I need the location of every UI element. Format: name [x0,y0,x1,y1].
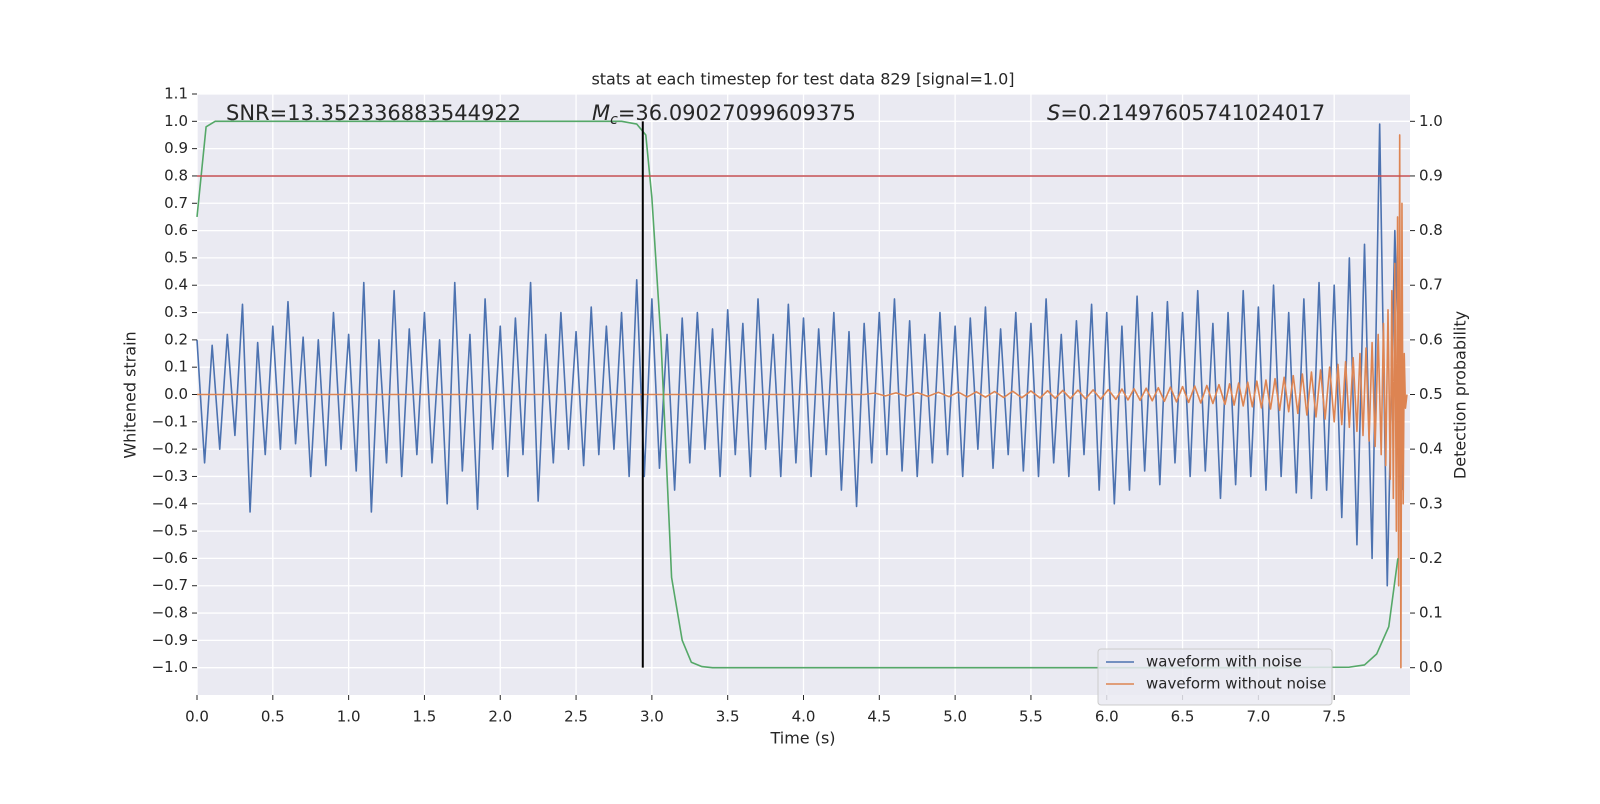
x-tick-label: 4.5 [867,708,891,726]
y-tick-label: −0.7 [152,576,188,594]
y-tick-label: 0.6 [164,221,188,239]
annotation-symbol: M [592,101,610,125]
annotation-text: =0.21497605741024017 [1060,101,1325,125]
y2-tick-label: 0.7 [1419,276,1443,294]
annotation-subscript: c [610,112,618,128]
legend-label: waveform without noise [1146,675,1326,693]
y-tick-label: −0.4 [152,494,188,512]
annotation: SNR=13.352336883544922 [226,101,521,125]
y2-tick-label: 0.1 [1419,604,1443,622]
y-tick-label: 0.8 [164,166,188,184]
annotation-text: =36.09027099609375 [618,101,856,125]
annotation: S=0.21497605741024017 [1047,101,1325,125]
x-tick-label: 0.0 [185,708,209,726]
y-tick-label: 0.3 [164,303,188,321]
x-tick-label: 7.0 [1246,708,1270,726]
y2-tick-label: 0.8 [1419,221,1443,239]
series-line [196,123,1404,587]
x-tick-label: 5.0 [943,708,967,726]
y2-tick-label: 0.0 [1419,658,1443,676]
legend-box [1097,648,1333,706]
x-tick-label: 5.5 [1019,708,1043,726]
y-tick-label: 0.2 [164,330,188,348]
x-tick-label: 6.0 [1095,708,1119,726]
y-tick-label: −0.5 [152,522,188,540]
annotation-symbol: S [1047,101,1060,125]
y2-tick-label: 1.0 [1419,112,1443,130]
y-tick-label: 0.9 [164,139,188,157]
y-tick-label: 1.0 [164,112,188,130]
y-tick-label: −1.0 [152,658,188,676]
x-tick-label: 7.5 [1322,708,1346,726]
y2-tick-label: 0.2 [1419,549,1443,567]
y-tick-label: −0.9 [152,631,188,649]
y-tick-label: 0.0 [164,385,188,403]
y2-tick-label: 0.5 [1419,385,1443,403]
y2-tick-label: 0.6 [1419,330,1443,348]
y2-tick-label: 0.3 [1419,494,1443,512]
x-axis-label: Time (s) [769,729,835,748]
y-tick-label: 0.1 [164,358,188,376]
y-tick-label: 0.4 [164,276,188,294]
y-tick-label: 1.1 [164,85,188,103]
series-line [197,134,1408,669]
annotation: Mc=36.09027099609375 [592,101,856,128]
x-tick-label: 1.5 [413,708,437,726]
y-tick-label: −0.3 [152,467,188,485]
x-tick-label: 4.0 [792,708,816,726]
y2-tick-label: 0.9 [1419,166,1443,184]
y-tick-label: −0.2 [152,440,188,458]
x-tick-label: 0.5 [261,708,285,726]
y-tick-label: −0.6 [152,549,188,567]
x-tick-label: 3.0 [640,708,664,726]
legend-label: waveform with noise [1146,653,1302,671]
x-tick-label: 3.5 [716,708,740,726]
y2-axis-label: Detection probability [1451,311,1470,479]
y2-tick-label: 0.4 [1419,440,1443,458]
x-tick-label: 1.0 [337,708,361,726]
y-tick-label: 0.7 [164,194,188,212]
y-tick-label: −0.1 [152,412,188,430]
y-tick-label: 0.5 [164,248,188,266]
y-axis-label: Whitened strain [121,331,140,458]
x-tick-label: 6.5 [1171,708,1195,726]
x-tick-label: 2.5 [564,708,588,726]
x-tick-label: 2.0 [488,708,512,726]
y-tick-label: −0.8 [152,604,188,622]
chart-title: stats at each timestep for test data 829… [591,70,1014,89]
